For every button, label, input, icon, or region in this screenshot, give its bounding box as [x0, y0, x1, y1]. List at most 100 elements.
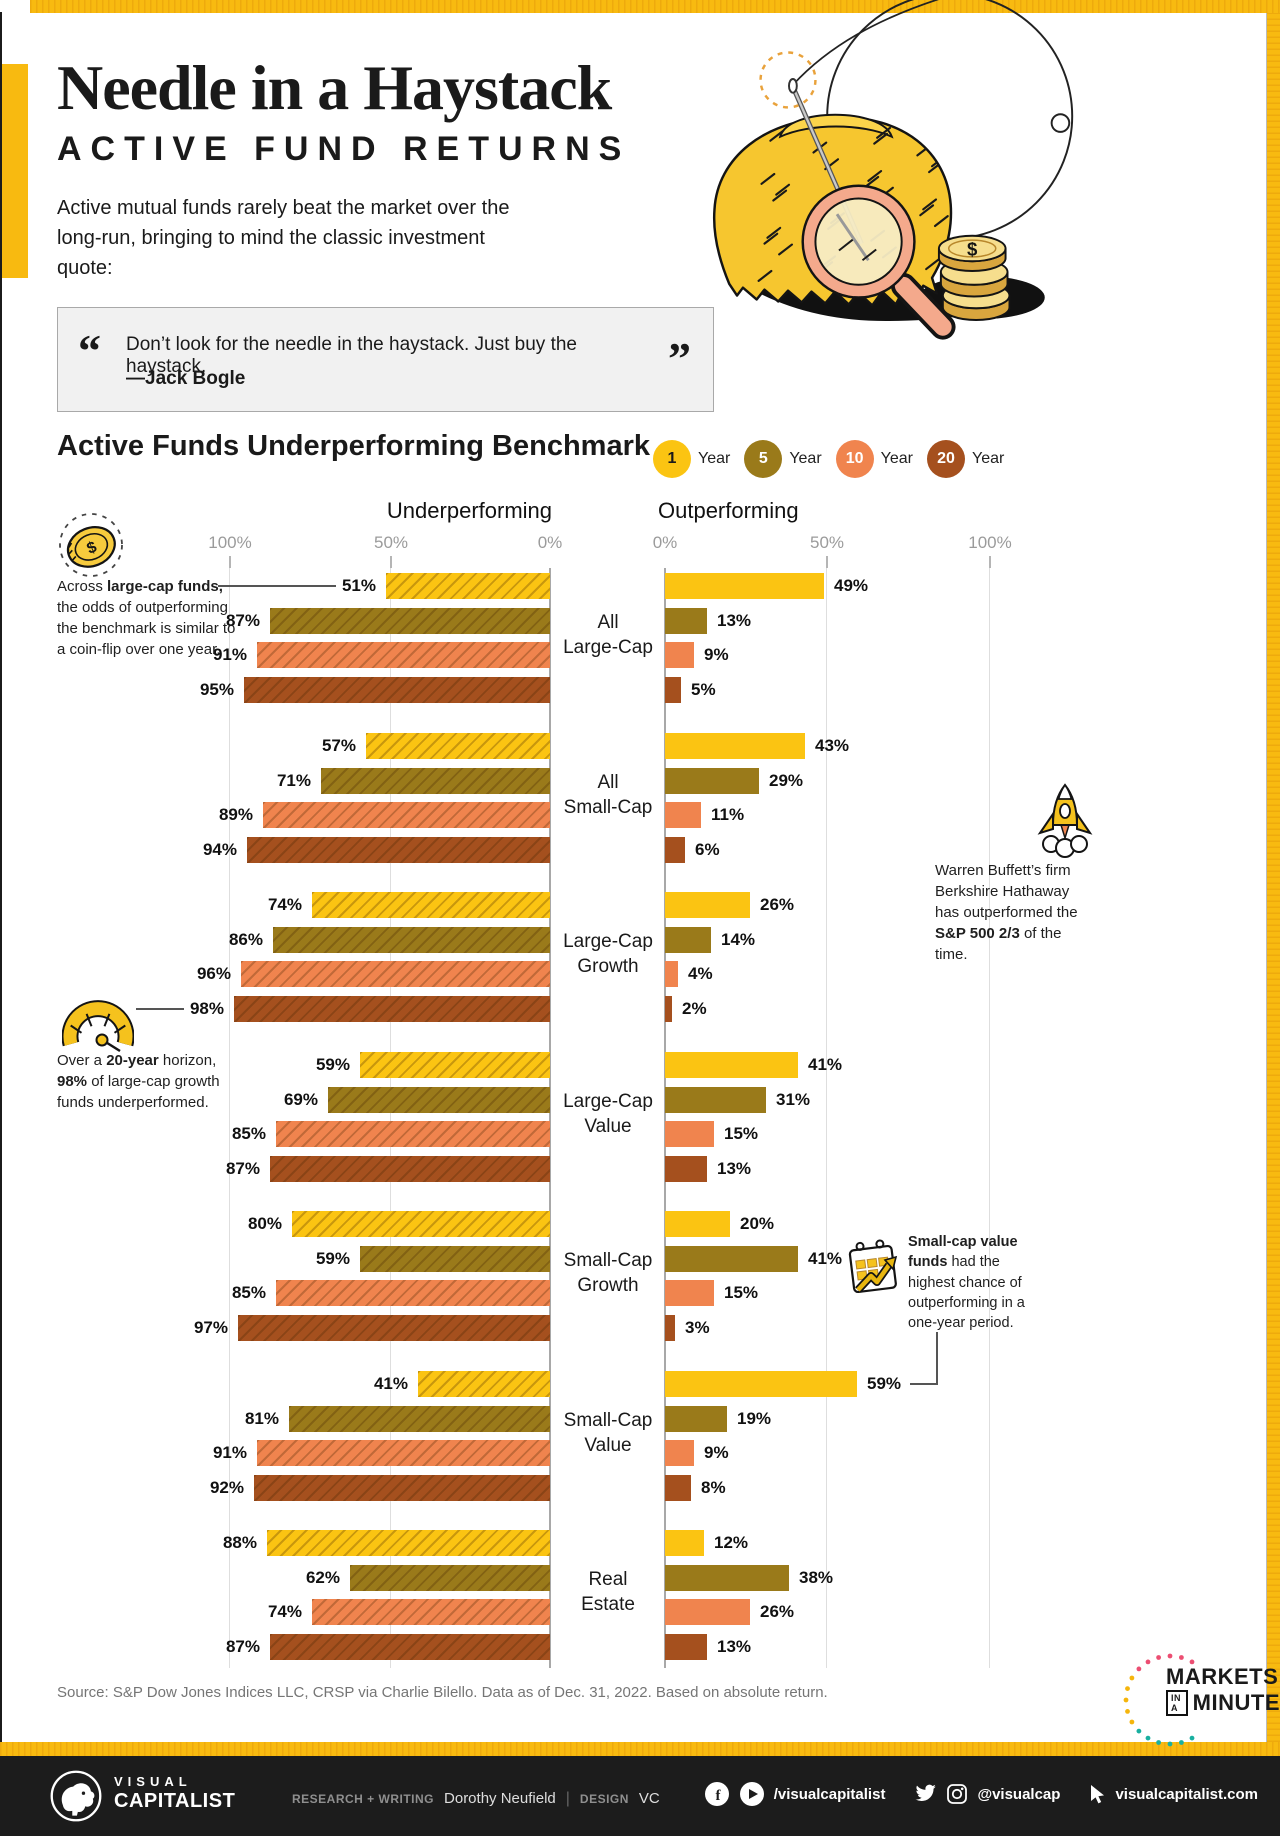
underperforming-value-label: 81%	[244, 1409, 279, 1428]
outperforming-bar	[665, 1406, 727, 1432]
close-quote-mark: ”	[668, 333, 691, 384]
social-handle-fb-yt[interactable]: /visualcapitalist	[773, 1785, 886, 1803]
outperforming-bar	[665, 1087, 766, 1113]
underperforming-bar	[257, 1440, 550, 1466]
facebook-icon[interactable]: f	[704, 1781, 730, 1807]
legend-label: Year	[789, 450, 822, 467]
axis-tick-label: 100%	[968, 533, 1012, 552]
legend-swatch: 1	[653, 440, 691, 478]
legend-item-1-year: 1 Year	[653, 440, 730, 478]
quote-box: “ Don’t look for the needle in the hayst…	[57, 307, 714, 412]
underperforming-value-label: 91%	[212, 1443, 247, 1462]
underperforming-bar	[244, 677, 550, 703]
gauge-connector-line	[136, 1008, 184, 1010]
underperforming-bar	[289, 1406, 550, 1432]
thread-knot-icon	[1050, 113, 1071, 133]
outperforming-value-label: 26%	[760, 895, 795, 914]
underperforming-bar	[321, 768, 550, 794]
outperforming-bar	[665, 1315, 675, 1341]
category-label: Large-Cap Growth	[563, 931, 653, 977]
category-label: All Small-Cap	[563, 772, 653, 818]
outperforming-value-label: 13%	[717, 1637, 752, 1656]
legend-item-20-year: 20 Year	[926, 440, 1004, 478]
coin-annotation: Across large-cap funds, the odds of outp…	[57, 578, 236, 658]
chart-title: Active Funds Underperforming Benchmark	[57, 430, 650, 462]
tick-mark	[989, 556, 991, 568]
instagram-icon[interactable]	[946, 1783, 968, 1805]
underperforming-bar	[247, 837, 550, 863]
social-handle-instagram[interactable]: @visualcap	[977, 1785, 1061, 1803]
right-border-strip	[1266, 13, 1280, 1742]
outperforming-bar	[665, 1280, 714, 1306]
credit-name-research: Dorothy Neufield	[444, 1790, 556, 1807]
outperforming-bar	[665, 1475, 691, 1501]
gridline-50-left	[390, 568, 391, 1668]
outperforming-value-label: 26%	[760, 1602, 795, 1621]
axis-line-right	[664, 568, 666, 1668]
outperforming-bar	[665, 1371, 857, 1397]
gauge-annotation: Over a 20-year horizon, 98% of large-cap…	[57, 1052, 220, 1111]
underperforming-value-label: 95%	[199, 680, 234, 699]
legend-swatch: 5	[744, 440, 783, 478]
outperforming-bar	[665, 1634, 707, 1660]
underperforming-value-label: 85%	[231, 1283, 266, 1302]
underperforming-bar	[263, 802, 550, 828]
outperforming-value-label: 31%	[776, 1090, 811, 1109]
outperforming-value-label: 6%	[695, 840, 720, 859]
underperforming-bar	[360, 1246, 550, 1272]
underperforming-value-label: 59%	[315, 1055, 350, 1074]
credits: RESEARCH + WRITING Dorothy Neufield | DE…	[292, 1790, 660, 1808]
underperforming-bar	[276, 1121, 550, 1147]
coin-icon: $	[59, 513, 123, 577]
category-label: All Large-Cap	[563, 612, 653, 658]
youtube-icon[interactable]	[739, 1781, 765, 1807]
category-label: Large-Cap Value	[563, 1091, 653, 1137]
outperforming-bar	[665, 961, 678, 987]
badge-ina: IN A	[1166, 1690, 1188, 1716]
underperforming-value-label: 87%	[225, 1159, 260, 1178]
underperforming-bar	[418, 1371, 550, 1397]
category-label: Real Estate	[581, 1569, 635, 1615]
tick-mark	[826, 556, 828, 568]
quote-text: Don’t look for the needle in the haystac…	[126, 334, 577, 377]
outperforming-value-label: 2%	[682, 999, 707, 1018]
website-link[interactable]: visualcapitalist.com	[1115, 1785, 1258, 1803]
underperforming-bar	[270, 1156, 550, 1182]
underperforming-bar	[386, 573, 550, 599]
underperforming-bar	[270, 1634, 550, 1660]
calendar-annotation: Small-cap value funds had the highest ch…	[908, 1234, 1025, 1332]
underperforming-bar	[360, 1052, 550, 1078]
title-accent-block	[2, 64, 28, 278]
cursor-icon	[1091, 1785, 1105, 1804]
logo-text-visual: VISUAL	[114, 1774, 192, 1789]
axis-tick-label: 50%	[809, 533, 845, 552]
outperforming-bar	[665, 1052, 798, 1078]
outperforming-bar	[665, 733, 805, 759]
underperforming-bar	[366, 733, 550, 759]
bottom-border-strip	[0, 1742, 1280, 1756]
svg-text:$: $	[967, 238, 978, 259]
underperforming-value-label: 85%	[231, 1124, 266, 1143]
outperforming-header: Outperforming	[658, 498, 799, 523]
outperforming-bar	[665, 642, 694, 668]
outperforming-value-label: 49%	[834, 576, 869, 595]
badge-line1: MARKETS	[1166, 1664, 1279, 1689]
outperforming-value-label: 38%	[799, 1568, 834, 1587]
outperforming-value-label: 5%	[691, 680, 716, 699]
rocket-icon	[1037, 783, 1093, 858]
coin-stack-icon: $	[937, 234, 1011, 322]
gridline-100-left	[229, 568, 230, 1668]
underperforming-value-label: 89%	[218, 805, 253, 824]
social-links: f /visualcapitalist @visualcap visualcap…	[704, 1781, 1258, 1807]
twitter-icon[interactable]	[913, 1784, 937, 1804]
underperforming-bar	[312, 1599, 550, 1625]
underperforming-value-label: 96%	[196, 964, 231, 983]
outperforming-value-label: 19%	[737, 1409, 772, 1428]
outperforming-bar	[665, 927, 711, 953]
category-label: Small-Cap Value	[563, 1410, 653, 1456]
needle-highlight-icon	[759, 51, 817, 109]
underperforming-bar	[241, 961, 550, 987]
outperforming-value-label: 14%	[721, 930, 756, 949]
outperforming-value-label: 13%	[717, 611, 752, 630]
